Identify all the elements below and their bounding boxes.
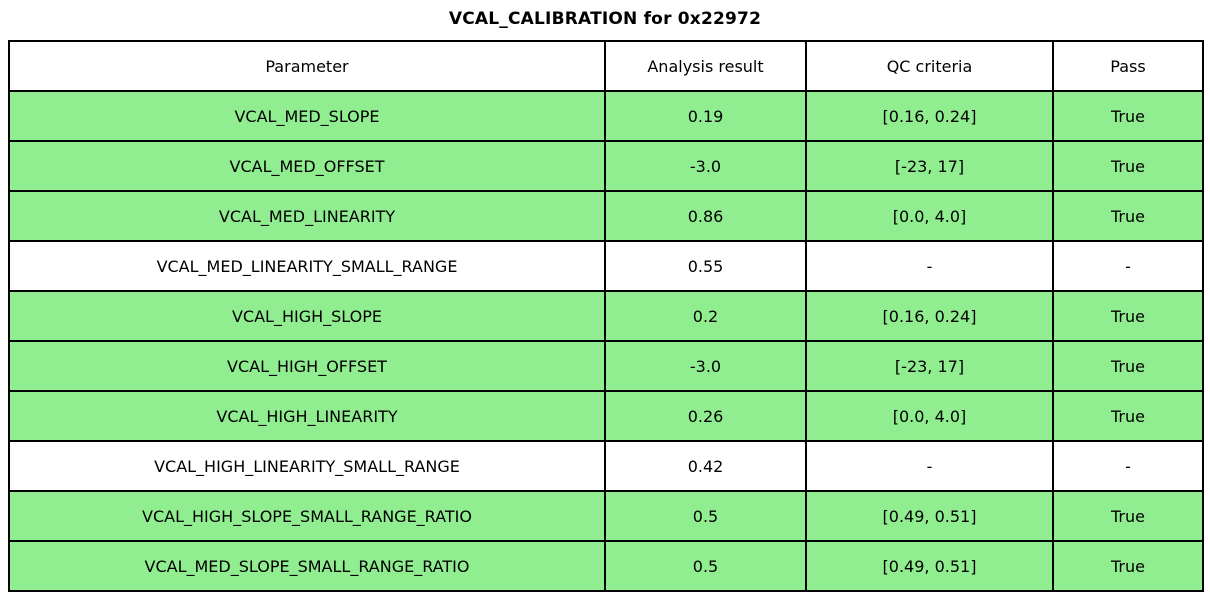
- table-row: VCAL_HIGH_LINEARITY_SMALL_RANGE 0.42 - -: [8, 440, 1204, 492]
- cell-parameter: VCAL_MED_OFFSET: [8, 140, 606, 192]
- page-title: VCAL_CALIBRATION for 0x22972: [448, 9, 762, 29]
- cell-qc-criteria: -: [805, 240, 1054, 292]
- cell-parameter: VCAL_MED_SLOPE: [8, 90, 606, 142]
- cell-pass: -: [1052, 240, 1204, 292]
- column-header-parameter: Parameter: [8, 40, 606, 92]
- cell-pass: True: [1052, 140, 1204, 192]
- cell-analysis-result: -3.0: [604, 340, 807, 392]
- cell-parameter: VCAL_HIGH_SLOPE: [8, 290, 606, 342]
- table-row: VCAL_HIGH_OFFSET -3.0 [-23, 17] True: [8, 340, 1204, 392]
- cell-qc-criteria: [0.16, 0.24]: [805, 90, 1054, 142]
- cell-parameter: VCAL_MED_LINEARITY_SMALL_RANGE: [8, 240, 606, 292]
- cell-pass: True: [1052, 390, 1204, 442]
- cell-analysis-result: -3.0: [604, 140, 807, 192]
- cell-pass: True: [1052, 490, 1204, 542]
- cell-parameter: VCAL_HIGH_LINEARITY_SMALL_RANGE: [8, 440, 606, 492]
- cell-analysis-result: 0.55: [604, 240, 807, 292]
- cell-pass: True: [1052, 190, 1204, 242]
- cell-analysis-result: 0.26: [604, 390, 807, 442]
- column-header-qc-criteria: QC criteria: [805, 40, 1054, 92]
- table-row: VCAL_MED_SLOPE 0.19 [0.16, 0.24] True: [8, 90, 1204, 142]
- cell-qc-criteria: [-23, 17]: [805, 140, 1054, 192]
- qc-criteria-table: Parameter Analysis result QC criteria Pa…: [8, 40, 1204, 592]
- cell-analysis-result: 0.42: [604, 440, 807, 492]
- cell-analysis-result: 0.5: [604, 540, 807, 592]
- cell-parameter: VCAL_MED_SLOPE_SMALL_RANGE_RATIO: [8, 540, 606, 592]
- cell-pass: True: [1052, 340, 1204, 392]
- table-row: VCAL_MED_LINEARITY_SMALL_RANGE 0.55 - -: [8, 240, 1204, 292]
- column-header-analysis-result: Analysis result: [604, 40, 807, 92]
- cell-qc-criteria: [-23, 17]: [805, 340, 1054, 392]
- cell-parameter: VCAL_HIGH_SLOPE_SMALL_RANGE_RATIO: [8, 490, 606, 542]
- cell-qc-criteria: -: [805, 440, 1054, 492]
- cell-pass: True: [1052, 290, 1204, 342]
- cell-qc-criteria: [0.49, 0.51]: [805, 540, 1054, 592]
- cell-qc-criteria: [0.0, 4.0]: [805, 390, 1054, 442]
- cell-qc-criteria: [0.49, 0.51]: [805, 490, 1054, 542]
- cell-pass: -: [1052, 440, 1204, 492]
- cell-analysis-result: 0.2: [604, 290, 807, 342]
- cell-analysis-result: 0.86: [604, 190, 807, 242]
- table-row: VCAL_MED_SLOPE_SMALL_RANGE_RATIO 0.5 [0.…: [8, 540, 1204, 592]
- table-row: VCAL_HIGH_LINEARITY 0.26 [0.0, 4.0] True: [8, 390, 1204, 442]
- cell-parameter: VCAL_HIGH_OFFSET: [8, 340, 606, 392]
- table-header-row: Parameter Analysis result QC criteria Pa…: [8, 40, 1204, 92]
- table-row: VCAL_MED_OFFSET -3.0 [-23, 17] True: [8, 140, 1204, 192]
- cell-qc-criteria: [0.0, 4.0]: [805, 190, 1054, 242]
- cell-analysis-result: 0.19: [604, 90, 807, 142]
- cell-qc-criteria: [0.16, 0.24]: [805, 290, 1054, 342]
- cell-parameter: VCAL_HIGH_LINEARITY: [8, 390, 606, 442]
- cell-parameter: VCAL_MED_LINEARITY: [8, 190, 606, 242]
- table-row: VCAL_HIGH_SLOPE 0.2 [0.16, 0.24] True: [8, 290, 1204, 342]
- table-row: VCAL_HIGH_SLOPE_SMALL_RANGE_RATIO 0.5 [0…: [8, 490, 1204, 542]
- column-header-pass: Pass: [1052, 40, 1204, 92]
- table-row: VCAL_MED_LINEARITY 0.86 [0.0, 4.0] True: [8, 190, 1204, 242]
- cell-analysis-result: 0.5: [604, 490, 807, 542]
- cell-pass: True: [1052, 540, 1204, 592]
- cell-pass: True: [1052, 90, 1204, 142]
